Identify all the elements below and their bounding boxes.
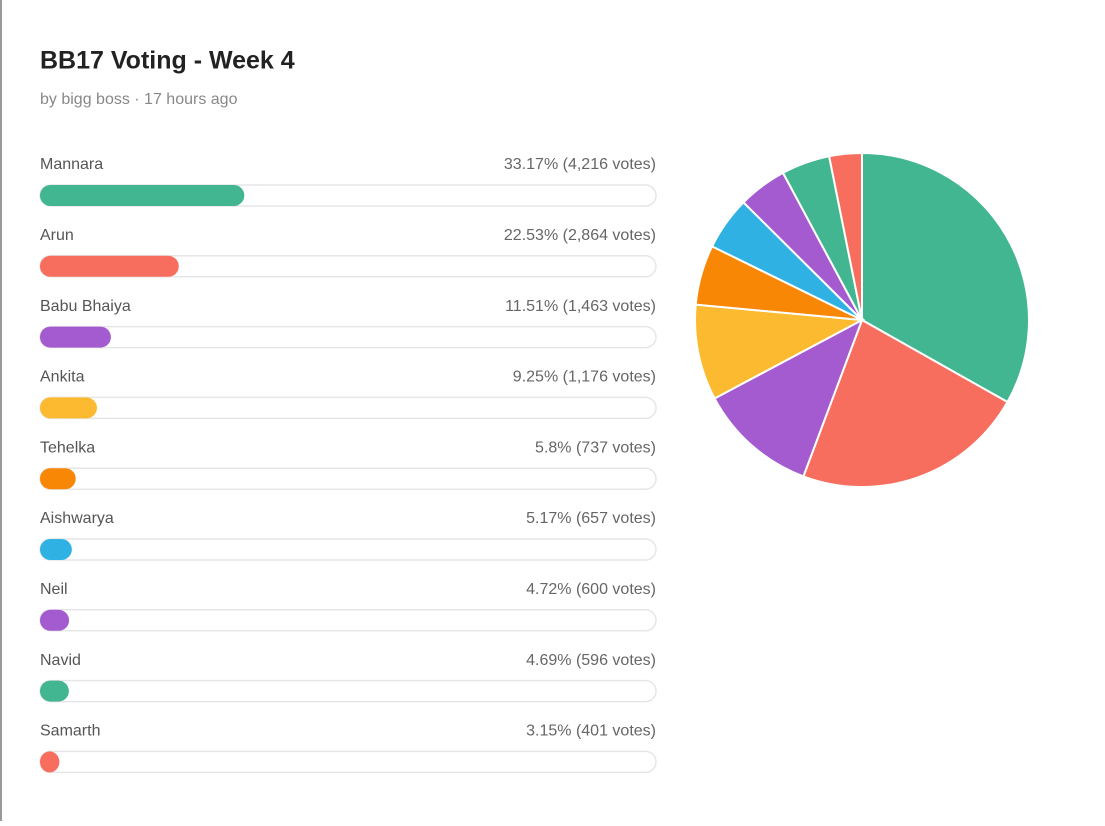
option-result: 4.69% (596 votes) xyxy=(526,652,656,669)
option-name: Navid xyxy=(40,652,81,669)
title: BB17 Voting - Week 4 xyxy=(40,47,295,75)
option-name: Mannara xyxy=(40,156,103,173)
bar xyxy=(40,609,70,631)
option-result: 33.17% (4,216 votes) xyxy=(504,156,656,173)
byline: by bigg boss · 17 hours ago xyxy=(40,91,238,108)
bar xyxy=(40,539,72,560)
bar-track xyxy=(39,609,657,632)
pie-slice xyxy=(802,318,1009,488)
option-result: 4.72% (600 votes) xyxy=(526,581,656,598)
pie-slice xyxy=(827,151,863,321)
option-result: 22.53% (2,864 votes) xyxy=(504,227,656,244)
pie-slice xyxy=(861,151,1030,404)
bar xyxy=(40,326,111,348)
bar-track xyxy=(39,538,657,561)
bar-track xyxy=(39,467,657,490)
option-name: Samarth xyxy=(40,723,100,740)
option-name: Neil xyxy=(40,581,68,598)
bar xyxy=(40,468,76,490)
bar xyxy=(40,185,245,206)
bar-track xyxy=(39,750,657,774)
bar xyxy=(40,680,69,702)
option-result: 3.15% (401 votes) xyxy=(526,723,656,740)
option-name: Aishwarya xyxy=(40,510,114,527)
bar-track xyxy=(39,396,657,420)
pie-slice xyxy=(713,317,864,478)
option-result: 11.51% (1,463 votes) xyxy=(505,298,656,315)
option-result: 9.25% (1,176 votes) xyxy=(513,369,656,386)
option-name: Babu Bhaiya xyxy=(40,298,131,315)
bar-track xyxy=(39,679,657,703)
option-result: 5.17% (657 votes) xyxy=(526,510,656,527)
bar xyxy=(40,751,60,773)
bar xyxy=(40,255,179,277)
bar-track xyxy=(39,325,657,349)
option-name: Ankita xyxy=(40,369,85,386)
option-name: Arun xyxy=(40,227,74,244)
pie-slice xyxy=(694,303,866,400)
option-name: Tehelka xyxy=(40,439,95,456)
bar xyxy=(40,397,97,419)
option-result: 5.8% (737 votes) xyxy=(535,439,656,456)
